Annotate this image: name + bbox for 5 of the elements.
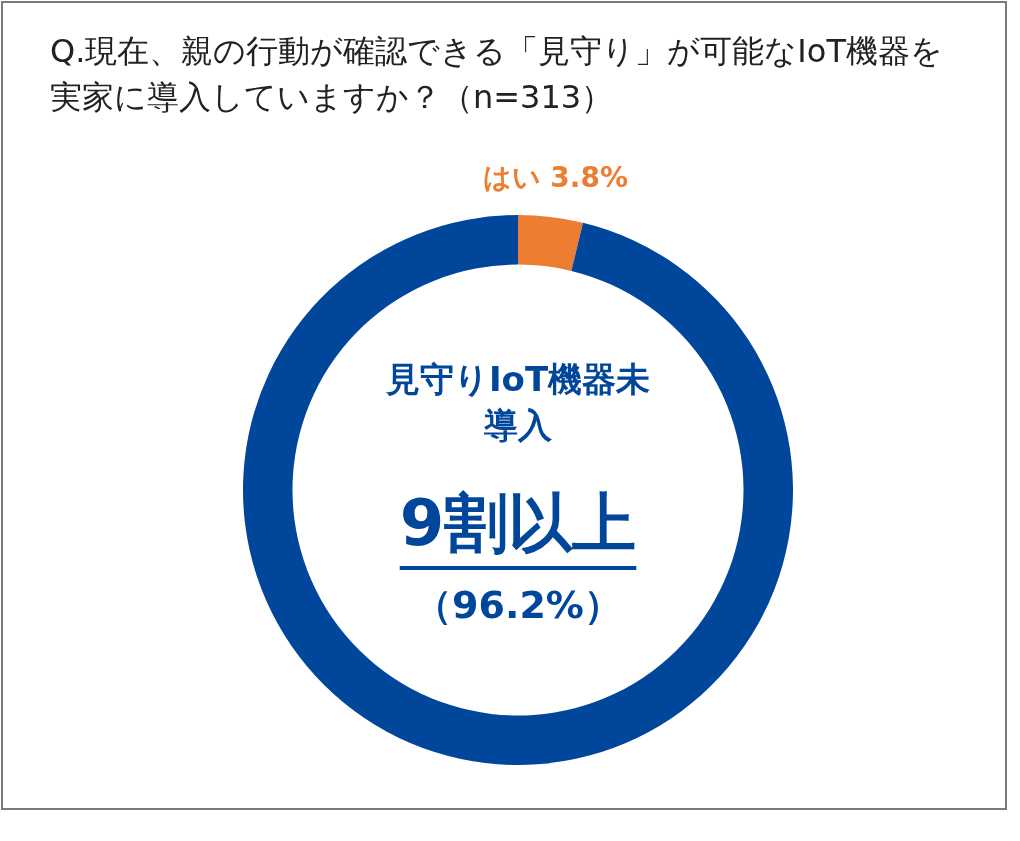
text: 9割以上 [399, 485, 637, 560]
data-label: （96.2%） [414, 582, 622, 627]
chart-title: Q.現在、親の行動が確認できる「見守り」が可能なIoT機器を実家に導入していますか？（n=313） [50, 31, 944, 118]
slice-label: はい 3.8% [482, 160, 628, 194]
slice-label: 見守りIoT機器未導入 [384, 358, 651, 445]
